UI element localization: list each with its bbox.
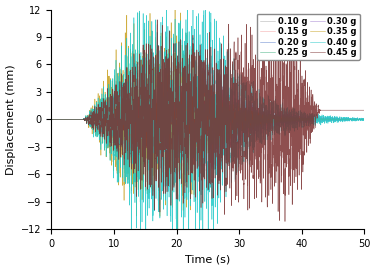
0.20 g	[183, 81, 188, 84]
0.10 g	[362, 118, 367, 121]
0.30 g	[152, 183, 157, 187]
0.30 g	[202, 133, 207, 136]
Y-axis label: Displacement (mm): Displacement (mm)	[6, 64, 15, 175]
X-axis label: Time (s): Time (s)	[185, 254, 230, 264]
0.20 g	[50, 118, 55, 121]
Line: 0.40 g: 0.40 g	[52, 0, 364, 261]
0.45 g	[202, 153, 206, 156]
0.35 g	[50, 118, 55, 121]
0.40 g	[62, 118, 67, 121]
0.40 g	[111, 96, 115, 99]
0.40 g	[346, 119, 350, 122]
0.30 g	[346, 117, 350, 121]
0.35 g	[68, 118, 72, 121]
0.15 g	[68, 118, 72, 121]
0.10 g	[122, 133, 126, 137]
0.25 g	[155, 62, 159, 65]
0.15 g	[362, 118, 367, 121]
0.25 g	[362, 118, 367, 121]
0.40 g	[50, 118, 55, 121]
0.20 g	[165, 162, 169, 166]
0.15 g	[49, 118, 54, 121]
0.25 g	[68, 118, 72, 121]
0.40 g	[362, 118, 367, 121]
Line: 0.15 g: 0.15 g	[52, 95, 364, 144]
0.40 g	[49, 118, 54, 121]
0.15 g	[178, 94, 183, 97]
0.10 g	[202, 120, 207, 123]
0.10 g	[111, 116, 115, 119]
0.25 g	[202, 141, 207, 144]
0.20 g	[49, 118, 54, 121]
0.10 g	[50, 118, 55, 121]
0.45 g	[111, 87, 115, 91]
0.20 g	[202, 124, 207, 127]
0.35 g	[362, 118, 367, 121]
0.35 g	[111, 100, 115, 103]
0.15 g	[176, 143, 180, 146]
Line: 0.30 g: 0.30 g	[52, 45, 364, 185]
0.40 g	[138, 259, 143, 262]
0.30 g	[50, 118, 55, 121]
0.40 g	[68, 118, 72, 121]
0.35 g	[202, 123, 207, 126]
0.25 g	[346, 118, 350, 121]
0.45 g	[155, 18, 159, 21]
0.20 g	[68, 118, 72, 121]
0.30 g	[68, 118, 72, 121]
0.20 g	[111, 109, 115, 112]
0.45 g	[283, 220, 287, 223]
Line: 0.20 g: 0.20 g	[52, 83, 364, 164]
0.10 g	[346, 118, 350, 121]
0.20 g	[62, 118, 67, 121]
0.45 g	[50, 118, 55, 121]
0.35 g	[62, 118, 67, 121]
0.35 g	[346, 118, 350, 121]
0.15 g	[202, 122, 207, 126]
0.25 g	[111, 90, 115, 94]
0.35 g	[173, 8, 177, 11]
0.30 g	[185, 44, 190, 47]
0.30 g	[62, 118, 67, 121]
0.10 g	[68, 118, 72, 121]
Line: 0.35 g: 0.35 g	[52, 9, 364, 232]
0.45 g	[362, 109, 367, 112]
0.10 g	[130, 102, 135, 106]
Line: 0.10 g: 0.10 g	[52, 104, 364, 135]
0.35 g	[176, 230, 180, 233]
0.10 g	[62, 118, 67, 121]
0.25 g	[188, 173, 193, 176]
0.30 g	[111, 100, 115, 103]
0.15 g	[346, 118, 350, 121]
0.10 g	[49, 118, 54, 121]
0.20 g	[346, 118, 350, 121]
0.30 g	[49, 118, 54, 121]
0.20 g	[362, 118, 367, 121]
Legend: 0.10 g, 0.15 g, 0.20 g, 0.25 g, 0.30 g, 0.35 g, 0.40 g, 0.45 g: 0.10 g, 0.15 g, 0.20 g, 0.25 g, 0.30 g, …	[257, 14, 360, 60]
Line: 0.25 g: 0.25 g	[52, 64, 364, 174]
0.45 g	[62, 118, 67, 121]
0.25 g	[62, 118, 67, 121]
0.30 g	[362, 118, 367, 121]
0.40 g	[202, 179, 206, 183]
0.45 g	[49, 118, 54, 121]
0.15 g	[50, 118, 55, 121]
0.25 g	[49, 118, 54, 121]
0.45 g	[346, 109, 350, 112]
Line: 0.45 g: 0.45 g	[52, 20, 364, 221]
0.15 g	[62, 118, 67, 121]
0.15 g	[111, 109, 115, 112]
0.35 g	[49, 118, 54, 121]
0.25 g	[50, 118, 55, 121]
0.45 g	[68, 118, 72, 121]
